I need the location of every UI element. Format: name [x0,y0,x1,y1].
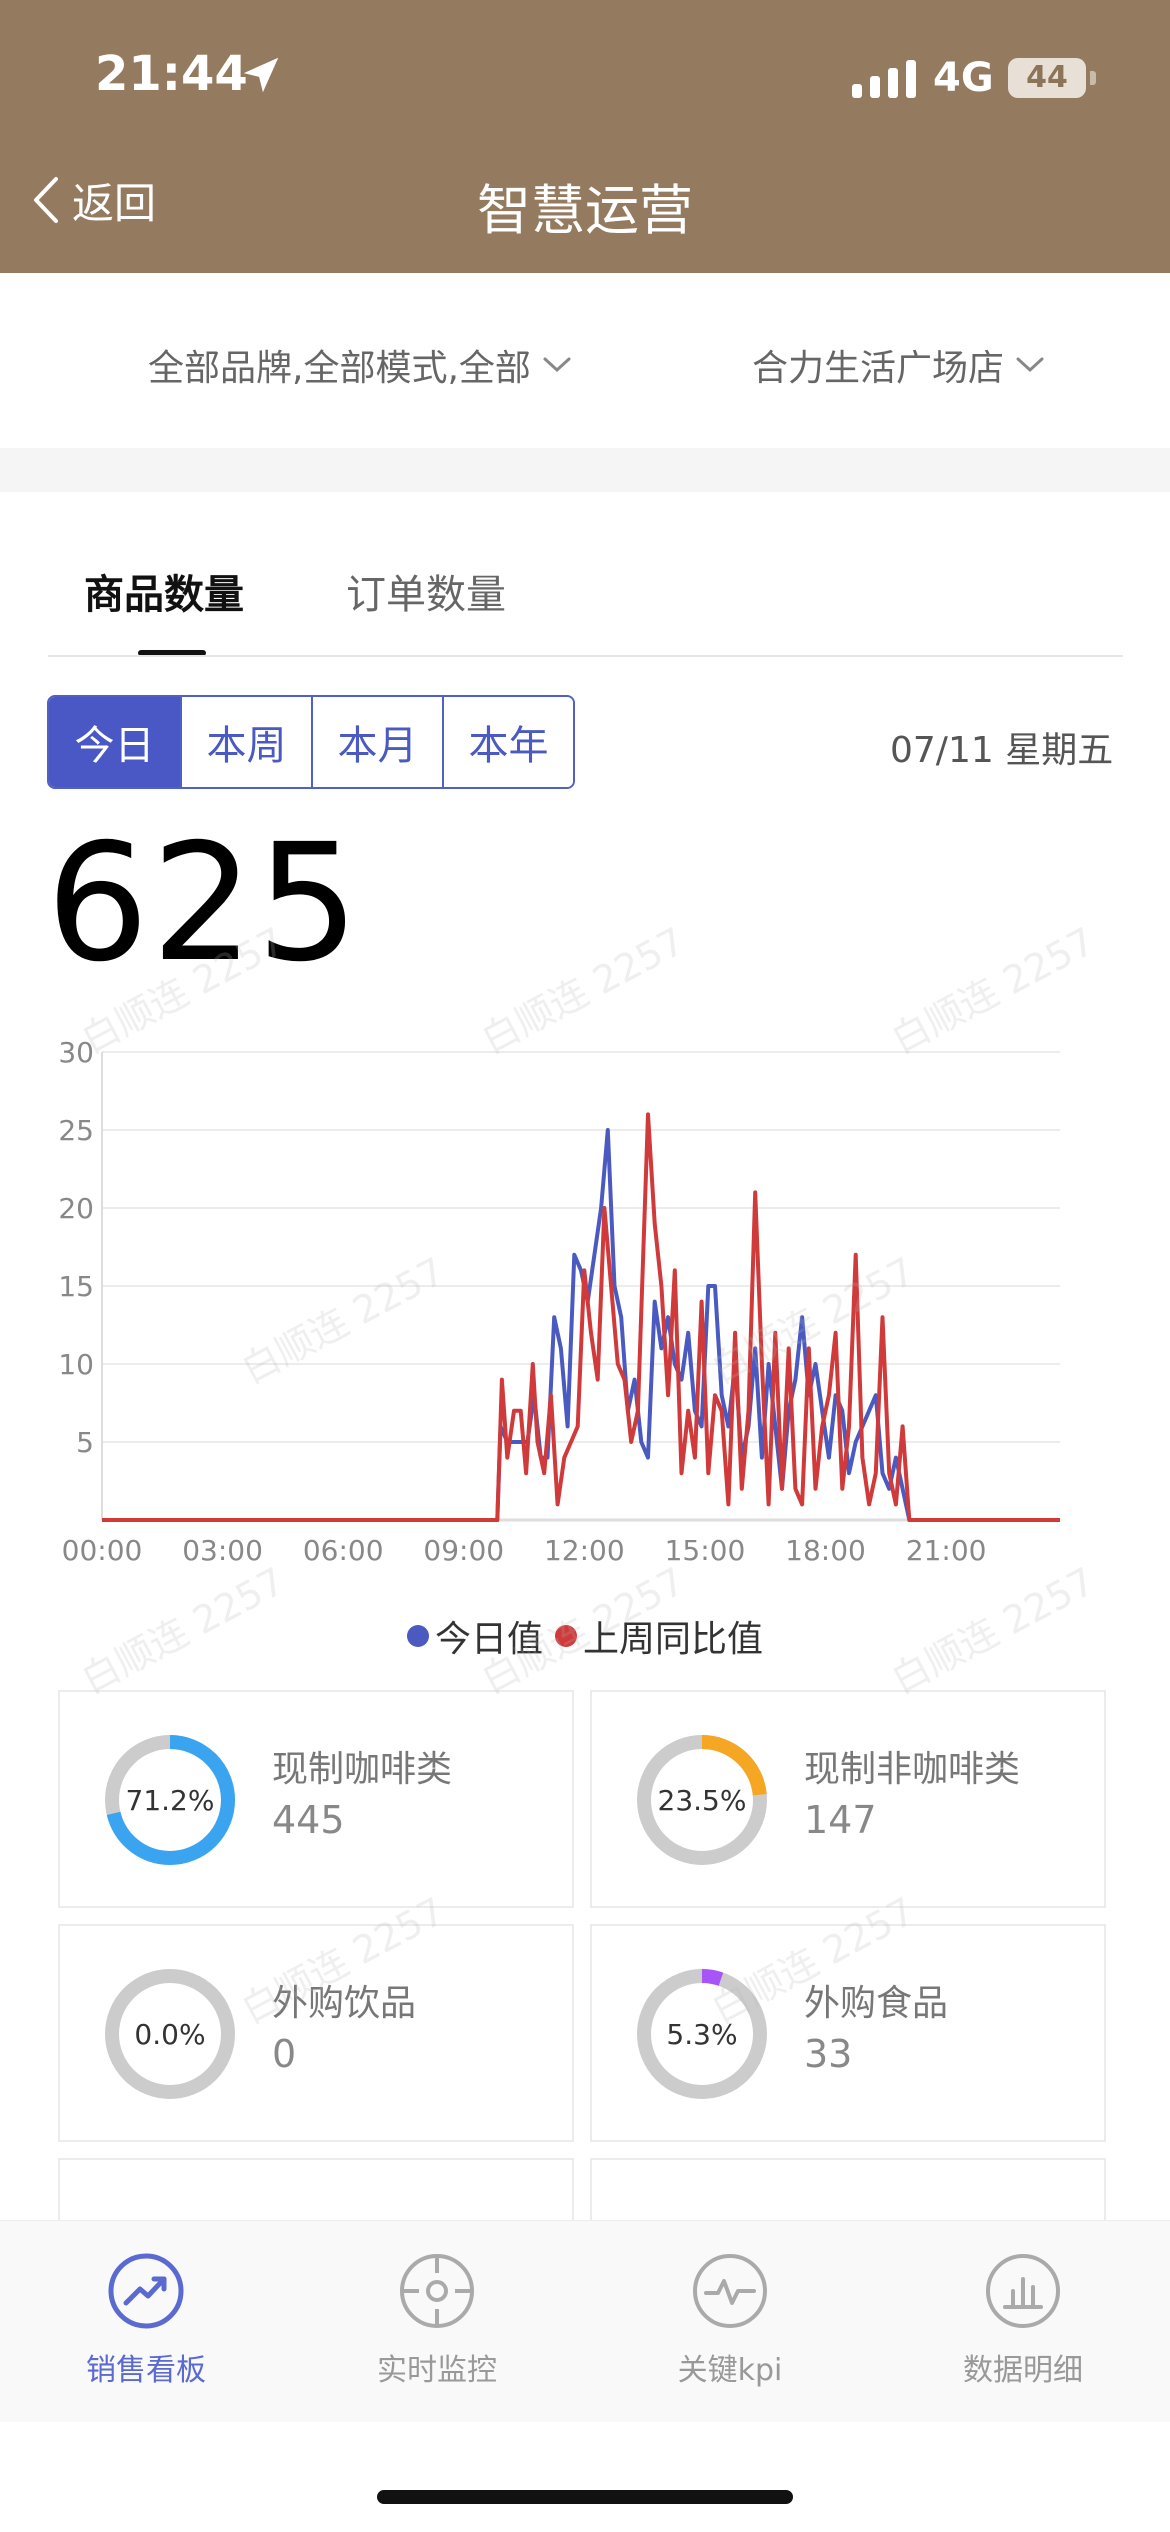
series-line-last-week [102,1112,1060,1522]
donut-arc [637,1735,767,1865]
category-card[interactable]: 23.5% 现制非咖啡类 147 [590,1690,1106,1908]
donut-chart [637,1969,767,2099]
category-percent: 71.2% [125,1783,215,1817]
category-card-partial[interactable] [590,2158,1106,2220]
category-value: 0 [272,2032,297,2076]
section-gap [0,448,1170,492]
x-tick-label: 12:00 [544,1534,625,1567]
donut-chart [105,1735,235,1865]
signal-icon [852,60,916,98]
period-selector: 今日 本周 本月 本年 [47,695,575,789]
period-today[interactable]: 今日 [49,697,180,787]
x-tick-label: 09:00 [423,1534,504,1567]
y-tick-label: 5 [76,1426,94,1459]
y-tick-label: 10 [58,1348,94,1381]
x-tick-label: 00:00 [62,1534,143,1567]
status-time: 21:44 [95,46,248,102]
category-name: 现制咖啡类 [272,1749,453,1790]
x-tick-label: 15:00 [665,1534,746,1567]
x-tick-label: 18:00 [785,1534,866,1567]
tab-indicator [138,650,206,656]
battery-icon: 44 [1008,58,1086,98]
battery-tip [1090,71,1096,85]
y-tick-label: 30 [58,1036,94,1069]
donut-arc [637,1969,767,2099]
category-value: 147 [804,1798,877,1842]
donut-arc [105,1735,235,1865]
x-tick-label: 03:00 [182,1534,263,1567]
category-value: 33 [804,2032,853,2076]
location-arrow-icon [243,57,279,93]
trend-icon [108,2253,184,2329]
period-week[interactable]: 本周 [180,697,311,787]
tab-item-count[interactable]: 商品数量 [84,572,244,618]
date-label: 07/11 星期五 [890,730,1114,771]
tabbar-label: 销售看板 [86,2353,206,2388]
metric-tabs: 商品数量 订单数量 [0,492,1170,657]
brand-filter-label: 全部品牌,全部模式,全部 [148,348,531,389]
target-icon [400,2254,474,2328]
network-label: 4G [933,55,994,101]
category-card[interactable]: 71.2% 现制咖啡类 445 [58,1690,574,1908]
tabbar-label: 实时监控 [377,2353,497,2388]
series-line-today [102,1128,1060,1522]
category-card[interactable]: 5.3% 外购食品 33 [590,1924,1106,2142]
tabbar-sales-board[interactable]: 销售看板 [46,2251,246,2389]
tabbar-label: 关键kpi [677,2353,783,2388]
category-percent: 5.3% [666,2017,738,2051]
tabbar-key-kpi[interactable]: 关键kpi [630,2251,830,2389]
legend-dot-today [406,1625,429,1647]
battery-level: 44 [1026,60,1068,95]
back-label: 返回 [72,178,157,228]
period-year[interactable]: 本年 [442,697,573,787]
home-indicator [377,2490,793,2504]
chevron-down-icon [1016,357,1044,373]
app-header: 21:44 4G 44 返回 智慧运营 [0,0,1170,273]
category-name: 外购食品 [804,1983,949,2024]
bar-chart-icon [986,2254,1060,2328]
chevron-down-icon [543,357,571,373]
y-tick-label: 20 [58,1192,94,1225]
legend-label-today: 今日值 [434,1619,543,1660]
period-month[interactable]: 本月 [311,697,442,787]
x-tick-label: 21:00 [906,1534,987,1567]
brand-filter[interactable]: 全部品牌,全部模式,全部 [148,339,573,391]
chart-legend: 今日值 上周同比值 [0,1610,1170,1662]
store-filter[interactable]: 合力生活广场店 [752,339,1046,391]
bottom-tab-bar: 销售看板 实时监控 关键kpi 数据明细 [0,2220,1170,2422]
legend-item-today: 今日值 [406,1610,543,1662]
filter-bar: 全部品牌,全部模式,全部 合力生活广场店 [0,273,1170,448]
y-tick-label: 15 [58,1270,94,1303]
category-name: 外购饮品 [272,1983,417,2024]
tabbar-realtime-monitor[interactable]: 实时监控 [337,2251,537,2389]
donut-chart [105,1969,235,2099]
category-card[interactable]: 0.0% 外购饮品 0 [58,1924,574,2142]
tab-order-count[interactable]: 订单数量 [346,572,506,618]
back-button[interactable]: 返回 [28,170,156,230]
line-chart: 5 10 15 20 25 30 00:00 03:00 06:00 09:00 12:00 15:0… [58,1036,1060,1567]
y-tick-label: 25 [58,1114,94,1147]
total-count: 625 [46,810,362,998]
category-name: 现制非咖啡类 [804,1749,1021,1790]
x-tick-label: 06:00 [303,1534,384,1567]
legend-label-last-week: 上周同比值 [583,1619,764,1660]
store-filter-label: 合力生活广场店 [752,348,1005,389]
tabbar-data-detail[interactable]: 数据明细 [923,2251,1123,2389]
tabs-divider [48,655,1123,657]
donut-chart [637,1735,767,1865]
category-percent: 23.5% [657,1783,747,1817]
tabbar-label: 数据明细 [963,2353,1083,2388]
legend-dot-last-week [555,1625,577,1647]
pulse-icon [693,2254,767,2328]
category-card-partial[interactable] [58,2158,574,2220]
chevron-left-icon [34,177,58,223]
legend-item-last-week: 上周同比值 [555,1610,763,1662]
category-value: 445 [272,1798,345,1842]
category-percent: 0.0% [134,2017,206,2051]
donut-track [105,1969,235,2099]
page-title: 智慧运营 [477,179,693,242]
